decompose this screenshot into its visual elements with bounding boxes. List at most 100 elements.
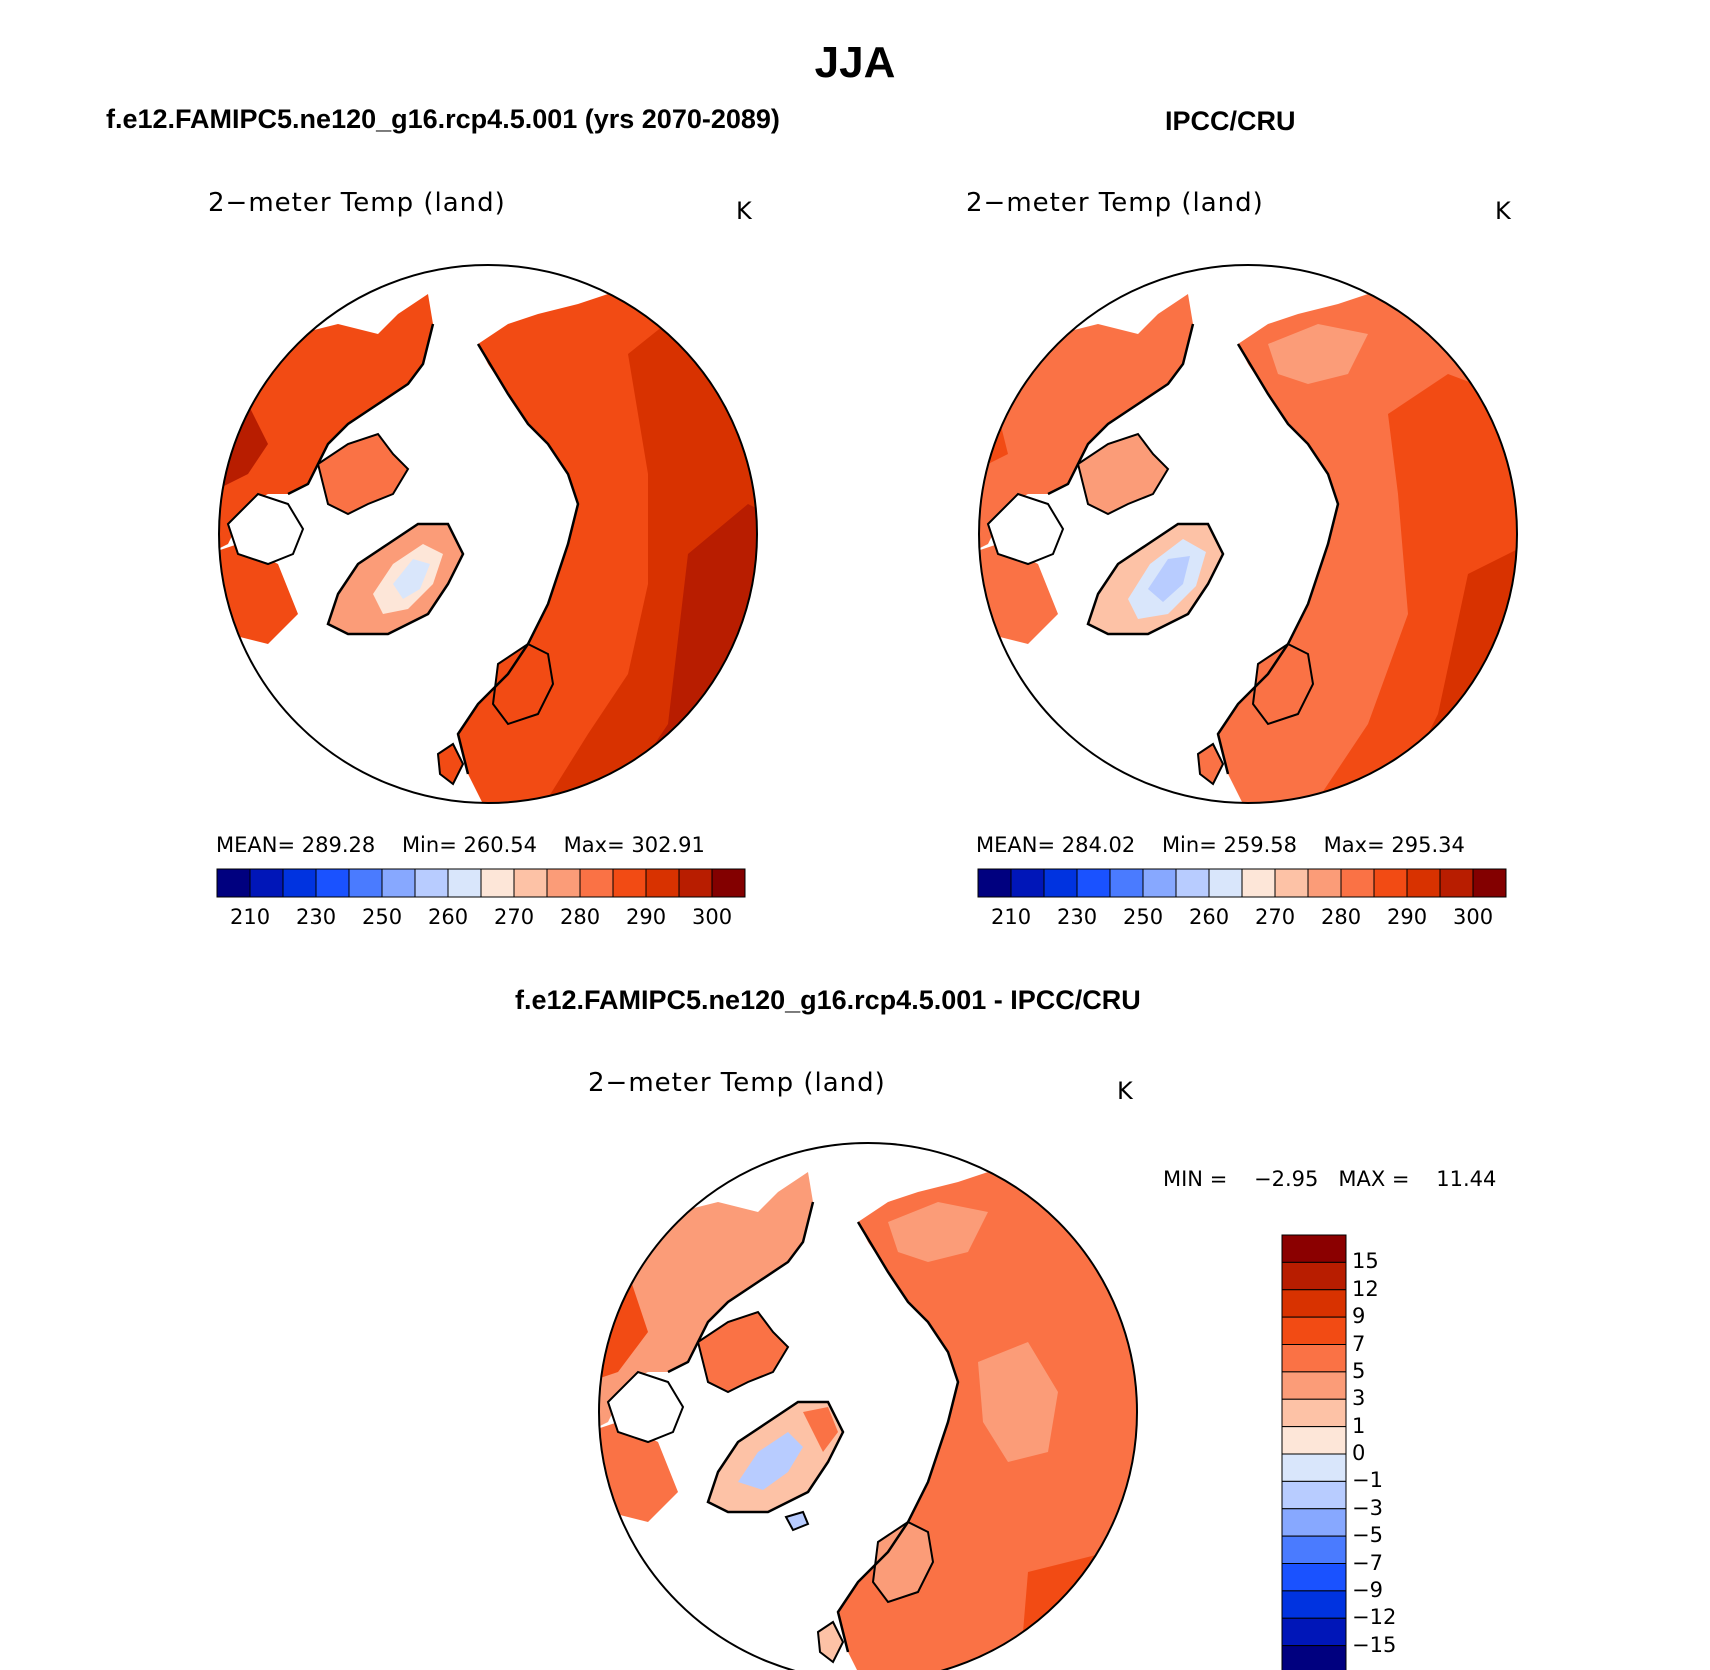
panel1-greenland-cold [393,559,430,599]
panel2-mean-label: MEAN= [976,833,1056,857]
panel1-colorbar-tick: 260 [428,905,469,929]
panel3-colorbar [1281,1234,1347,1670]
panel3-colorbar-label: 12 [1352,1276,1379,1301]
panel1-colorbar-swatch [612,868,647,898]
panel2-colorbar-swatch [1340,868,1375,898]
panel2-min-value: 259.58 [1223,833,1297,857]
panel2-colorbar-swatch [1406,868,1441,898]
panel3-colorbar-swatch [1281,1371,1347,1400]
panel3-colorbar-swatch [1281,1398,1347,1428]
panel2-colorbar-tick: 270 [1255,905,1296,929]
panel1-max-label: Max= [563,833,625,857]
panel3-colorbar-label: 0 [1352,1441,1366,1465]
panel3-iceland [784,1510,810,1532]
panel1-colorbar-swatch [447,868,482,898]
panel2-max-label: Max= [1323,833,1385,857]
panel2-scandinavia [1251,642,1315,726]
panel1-hudson-bay [226,492,305,566]
panel3-coastline [836,1221,960,1653]
panel3-variable-title: 2−meter Temp (land) [588,1068,886,1098]
panel3-colorbar-swatch [1281,1344,1347,1373]
panel1-colorbar-swatch [381,868,416,898]
panel3-min-label: MIN = [1163,1167,1228,1191]
panel3-asia-hot [1018,1552,1137,1670]
panel3-colorbar-swatch [1281,1316,1347,1345]
panel1-colorbar-swatch [513,868,548,898]
panel3-colorbar-label: −3 [1352,1495,1383,1520]
panel3-stats: MIN = −2.95 MAX = 11.44 [1163,1167,1496,1191]
panel3-units: K [1117,1077,1133,1105]
panel1-colorbar-tick: 290 [626,905,667,929]
panel1-colorbar-swatch [711,868,746,898]
panel1-variable-title: 2−meter Temp (land) [208,188,506,218]
panel1-colorbar-swatch [282,868,317,898]
panel3-colorbar-label: 1 [1352,1413,1366,1438]
panel3-colorbar-swatch [1281,1453,1347,1482]
panel3-russia-cool [978,1342,1058,1462]
panel3-colorbar-swatch [1281,1234,1347,1263]
panel2-colorbar-swatch [1439,868,1474,898]
panel2-variable-title: 2−meter Temp (land) [966,188,1264,218]
panel1-min-value: 260.54 [463,833,537,857]
panel1-colorbar-swatch [216,868,251,898]
panel2-colorbar-tick: 290 [1387,905,1428,929]
panel1-colorbar-swatch [249,868,284,898]
panel3-colorbar-swatch [1281,1508,1347,1537]
panel3-colorbar-swatch [1281,1563,1347,1592]
panel2-colorbar-swatch [1241,868,1276,898]
panel3-title: f.e12.FAMIPC5.ne120_g16.rcp4.5.001 - IPC… [515,985,1141,1015]
panel2-stats: MEAN= 284.02 Min= 259.58 Max= 295.34 [976,833,1465,857]
panel1-colorbar-swatch [480,868,515,898]
panel2-colorbar-swatch [1142,868,1177,898]
panel3-colorbar-label: −15 [1352,1632,1397,1657]
panel3-greenland-warm [803,1407,838,1452]
panel3-colorbar-label: 7 [1352,1331,1366,1356]
panel2-colorbar-swatch [1010,868,1045,898]
panel3-map [598,1142,1138,1670]
panel1-colorbar-swatch [645,868,680,898]
panel3-colorbar-label: −1 [1352,1468,1383,1493]
panel2-max-value: 295.34 [1391,833,1465,857]
panel3-colorbar-labels: 15 12 9 7 5 3 1 0 −1 −3 −5 −7 −9 −12 −15 [1352,1235,1432,1670]
panel1-coastline [456,343,580,775]
panel2-colorbar-tick: 230 [1057,905,1098,929]
panel3-colorbar-swatch [1281,1645,1347,1670]
panel3-colorbar-label: −7 [1352,1550,1383,1575]
panel1-colorbar-tick: 250 [362,905,403,929]
panel1-arctic-islands [316,432,410,516]
panel2-colorbar [977,868,1507,898]
panel1-uk [436,742,465,786]
panel2-colorbar-tick: 280 [1321,905,1362,929]
panel2-units: K [1495,197,1511,225]
panel3-uk [816,1620,845,1664]
panel2-mean-value: 284.02 [1061,833,1136,857]
panel1-stats: MEAN= 289.28 Min= 260.54 Max= 302.91 [216,833,705,857]
panel1-colorbar-ticks: 210 230 250 260 270 280 290 300 [217,905,745,933]
panel3-arctic-islands [696,1310,790,1394]
panel2-colorbar-swatch [1208,868,1243,898]
panel3-colorbar-label: 5 [1352,1358,1366,1383]
panel2-colorbar-swatch [1274,868,1309,898]
panel2-colorbar-swatch [1175,868,1210,898]
panel3-colorbar-swatch [1281,1289,1347,1318]
panel3-colorbar-swatch [1281,1261,1347,1291]
panel2-colorbar-swatch [1373,868,1408,898]
panel2-greenland-cold [1148,556,1190,602]
panel1-units: K [736,197,752,225]
panel1-scandinavia [491,642,555,726]
panel3-max-value: 11.44 [1436,1167,1497,1191]
panel3-colorbar-label: −9 [1352,1577,1383,1602]
panel3-colorbar-label: 3 [1352,1386,1366,1411]
panel1-colorbar-tick: 230 [296,905,337,929]
panel1-mean-label: MEAN= [216,833,296,857]
panel3-colorbar-label: 15 [1352,1249,1379,1274]
panel2-colorbar-ticks: 210 230 250 260 270 280 290 300 [978,905,1506,933]
panel2-colorbar-tick: 260 [1189,905,1230,929]
figure-title: JJA [814,38,896,87]
panel3-colorbar-label: 9 [1352,1304,1366,1329]
panel3-colorbar-swatch [1281,1480,1347,1510]
panel2-siberia-cool [1268,324,1368,384]
panel2-map [978,264,1518,804]
panel2-arctic-islands [1076,432,1170,516]
